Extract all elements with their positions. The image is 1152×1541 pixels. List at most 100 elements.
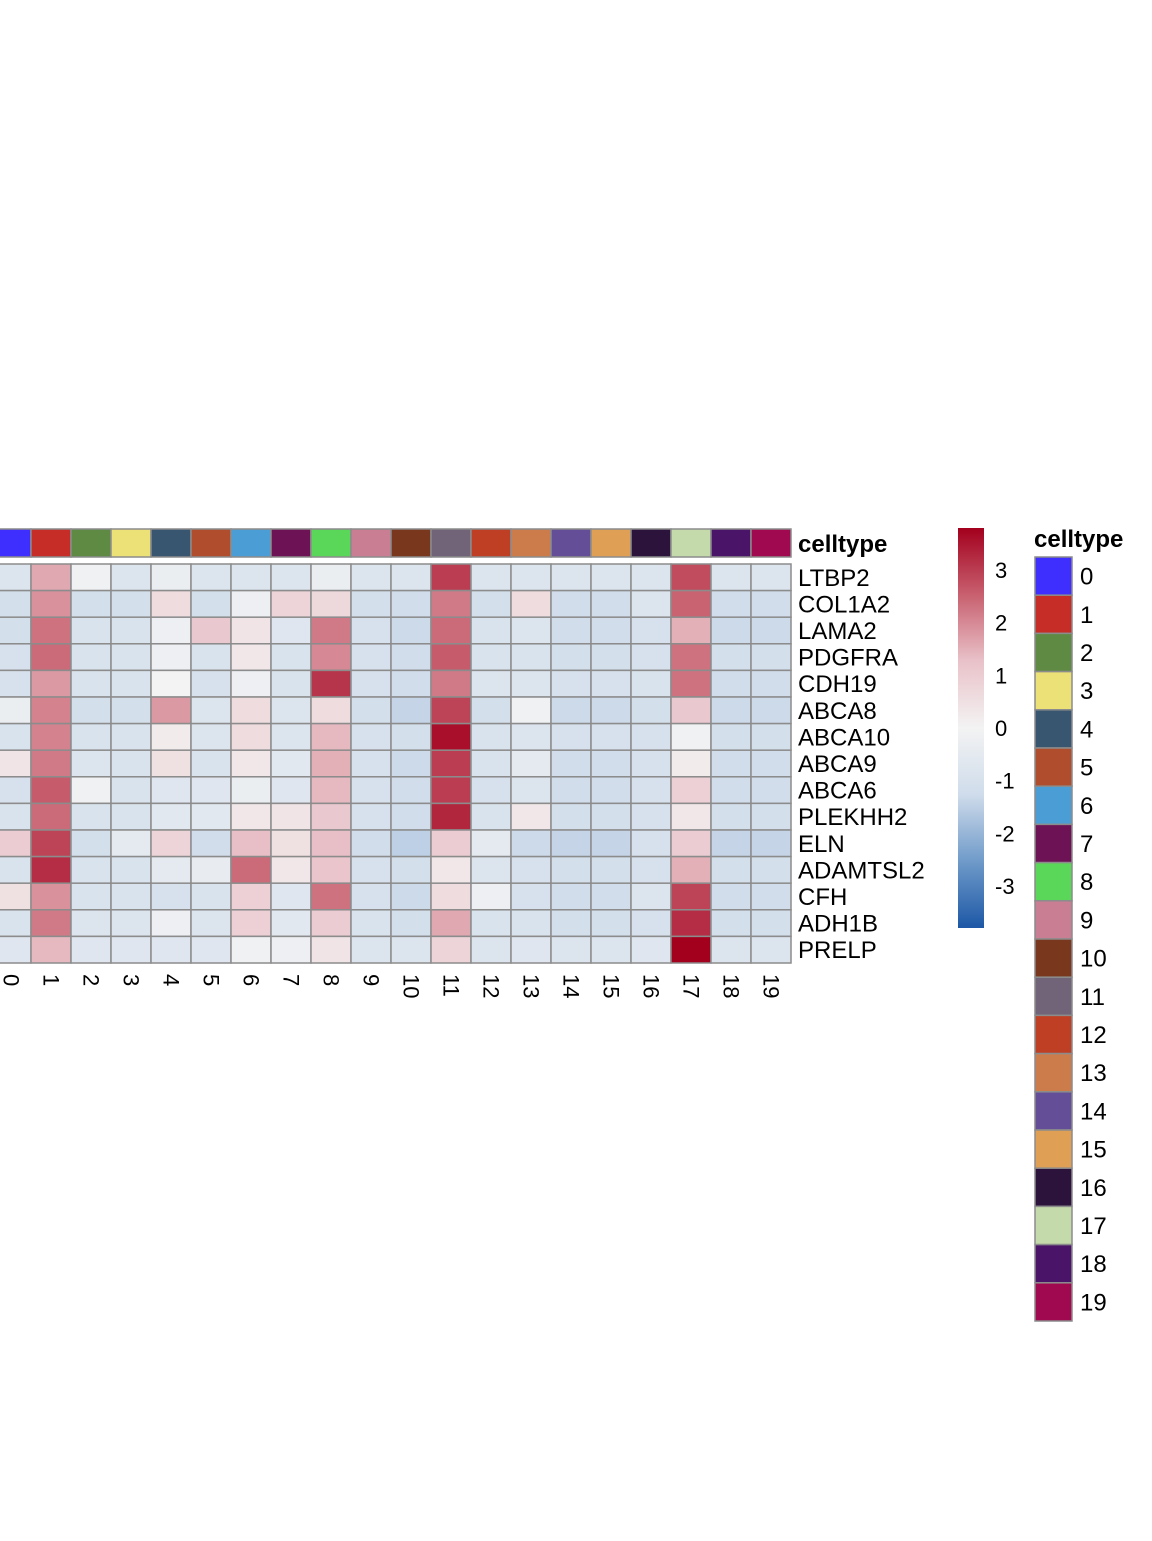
heatmap-cell-CDH19-2	[70, 669, 112, 698]
heatmap-cell-PLEKHH2-13	[510, 802, 552, 831]
heatmap-cell-PDGFRA-15	[590, 643, 632, 672]
heatmap-cell-CDH19-15	[590, 669, 632, 698]
heatmap-cell-ABCA9-11	[430, 749, 472, 778]
row-label-CFH: CFH	[798, 884, 847, 911]
row-label-ABCA9: ABCA9	[798, 751, 877, 778]
legend-label-6: 6	[1080, 793, 1093, 820]
heatmap-cell-ADAMTSL2-16	[630, 855, 672, 884]
heatmap-cell-ADH1B-5	[190, 909, 232, 938]
legend-title: celltype	[1034, 526, 1123, 553]
heatmap-cell-PLEKHH2-10	[390, 802, 432, 831]
heatmap-cell-PDGFRA-18	[710, 643, 752, 672]
heatmap-cell-LTBP2-19	[750, 563, 792, 592]
heatmap-cell-PDGFRA-11	[430, 643, 472, 672]
heatmap-cell-PRELP-0	[0, 935, 32, 964]
scale-tick-label: 3	[995, 558, 1007, 583]
heatmap-cell-LAMA2-13	[510, 616, 552, 645]
heatmap-cell-COL1A2-18	[710, 589, 752, 618]
heatmap-cell-PLEKHH2-7	[270, 802, 312, 831]
legend-swatch-9	[1034, 900, 1073, 940]
color-scale-bar	[958, 528, 984, 928]
heatmap-cell-CDH19-13	[510, 669, 552, 698]
heatmap-cell-ABCA9-10	[390, 749, 432, 778]
heatmap-cell-ADAMTSL2-7	[270, 855, 312, 884]
heatmap-cell-PDGFRA-9	[350, 643, 392, 672]
heatmap-cell-LAMA2-14	[550, 616, 592, 645]
heatmap-cell-ADAMTSL2-10	[390, 855, 432, 884]
heatmap-cell-PRELP-11	[430, 935, 472, 964]
heatmap-cell-ADAMTSL2-4	[150, 855, 192, 884]
column-label-9: 9	[359, 974, 384, 986]
heatmap-cell-CFH-8	[310, 882, 352, 911]
heatmap-cell-ABCA9-16	[630, 749, 672, 778]
heatmap-cell-ADH1B-13	[510, 909, 552, 938]
heatmap-cell-CFH-10	[390, 882, 432, 911]
heatmap-cell-PDGFRA-5	[190, 643, 232, 672]
heatmap-cell-ADH1B-19	[750, 909, 792, 938]
heatmap-cell-ADAMTSL2-13	[510, 855, 552, 884]
heatmap-cell-PRELP-7	[270, 935, 312, 964]
legend-label-16: 16	[1080, 1175, 1107, 1202]
heatmap-cell-PRELP-2	[70, 935, 112, 964]
heatmap-cell-COL1A2-4	[150, 589, 192, 618]
column-label-0: 0	[0, 974, 24, 986]
column-label-19: 19	[759, 974, 784, 998]
heatmap-cell-ABCA10-11	[430, 722, 472, 751]
scale-tick-label: -2	[995, 821, 1015, 846]
heatmap-cell-ABCA6-13	[510, 776, 552, 805]
row-label-PLEKHH2: PLEKHH2	[798, 804, 907, 831]
heatmap-cell-ABCA8-11	[430, 696, 472, 725]
heatmap-cell-LAMA2-7	[270, 616, 312, 645]
celltype-annotation-bar	[0, 528, 792, 558]
heatmap-cell-ABCA6-5	[190, 776, 232, 805]
heatmap-cell-CDH19-1	[30, 669, 72, 698]
heatmap-cell-ADAMTSL2-5	[190, 855, 232, 884]
heatmap-cell-ABCA8-18	[710, 696, 752, 725]
legend-label-14: 14	[1080, 1098, 1107, 1125]
heatmap-cell-ABCA6-12	[470, 776, 512, 805]
heatmap-cell-ABCA10-10	[390, 722, 432, 751]
heatmap-cell-LAMA2-5	[190, 616, 232, 645]
row-label-LTBP2: LTBP2	[798, 565, 870, 592]
heatmap-cell-PRELP-13	[510, 935, 552, 964]
heatmap-cell-CFH-4	[150, 882, 192, 911]
heatmap-cell-CDH19-3	[110, 669, 152, 698]
heatmap-cell-CDH19-14	[550, 669, 592, 698]
heatmap-cell-ABCA6-14	[550, 776, 592, 805]
heatmap-cell-LTBP2-3	[110, 563, 152, 592]
heatmap-cell-ABCA8-9	[350, 696, 392, 725]
heatmap-cell-CFH-13	[510, 882, 552, 911]
heatmap-cell-ABCA9-19	[750, 749, 792, 778]
heatmap-cell-LTBP2-7	[270, 563, 312, 592]
heatmap-cell-ABCA6-6	[230, 776, 272, 805]
heatmap-cell-PDGFRA-4	[150, 643, 192, 672]
legend-swatch-7	[1034, 823, 1073, 864]
heatmap-cell-ADAMTSL2-12	[470, 855, 512, 884]
heatmap-cell-PLEKHH2-4	[150, 802, 192, 831]
heatmap-cell-ADAMTSL2-9	[350, 855, 392, 884]
heatmap-cell-PLEKHH2-17	[670, 802, 712, 831]
annotation-cell-4	[150, 528, 192, 558]
heatmap-cell-ELN-17	[670, 829, 712, 858]
heatmap-cell-ABCA9-2	[70, 749, 112, 778]
column-label-2: 2	[79, 974, 104, 986]
legend-label-11: 11	[1080, 984, 1105, 1011]
heatmap-cell-CFH-2	[70, 882, 112, 911]
legend-label-8: 8	[1080, 869, 1093, 896]
heatmap-cell-LTBP2-6	[230, 563, 272, 592]
heatmap-cell-ADAMTSL2-2	[70, 855, 112, 884]
legend-label-17: 17	[1080, 1213, 1107, 1240]
heatmap-cell-ABCA10-13	[510, 722, 552, 751]
heatmap-cell-ABCA9-0	[0, 749, 32, 778]
scale-tick-label: 1	[995, 663, 1007, 688]
heatmap-cell-PRELP-17	[670, 935, 712, 964]
heatmap-cell-ABCA8-6	[230, 696, 272, 725]
annotation-cell-19	[750, 528, 792, 558]
annotation-cell-16	[630, 528, 672, 558]
legend-swatch-8	[1034, 861, 1073, 902]
heatmap-cell-LTBP2-12	[470, 563, 512, 592]
heatmap-cell-LAMA2-16	[630, 616, 672, 645]
heatmap-cell-CDH19-8	[310, 669, 352, 698]
annotation-cell-15	[590, 528, 632, 558]
